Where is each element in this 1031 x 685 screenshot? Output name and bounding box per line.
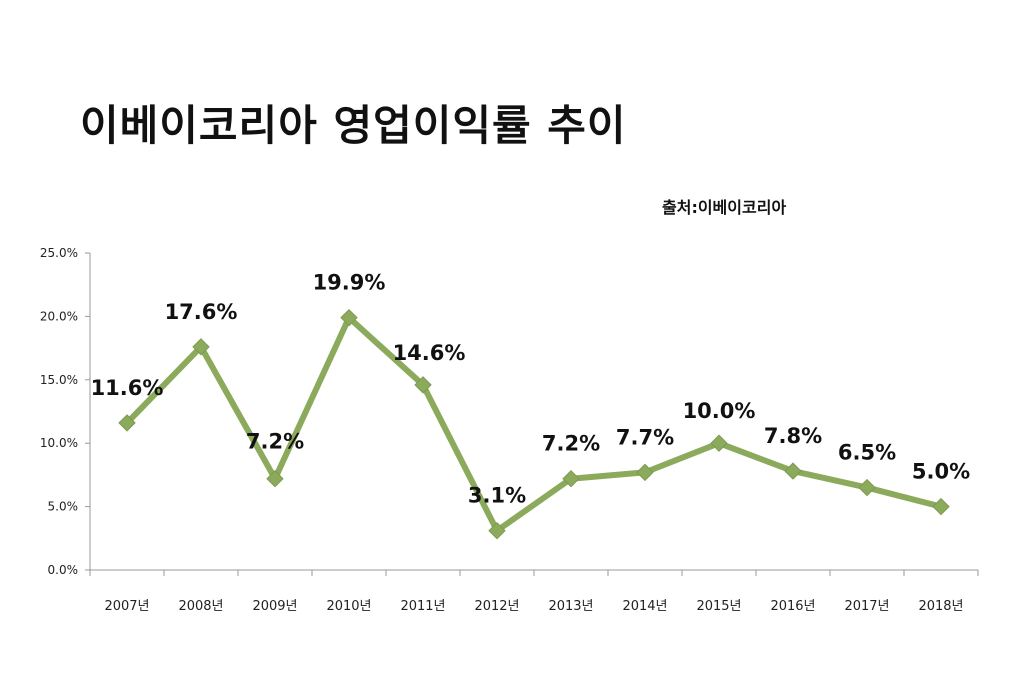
data-label: 7.2% [542,432,600,456]
chart-title: 이베이코리아 영업이익률 추이 [80,101,627,150]
x-tick-label: 2007년 [104,599,149,614]
data-point [118,414,136,432]
data-label: 11.6% [91,376,164,400]
x-tick-label: 2016년 [770,599,815,614]
data-label: 6.5% [838,441,896,465]
x-tick-label: 2011년 [400,599,445,614]
data-label: 5.0% [912,460,970,484]
data-point [932,497,950,516]
data-point [266,469,284,488]
data-label: 14.6% [393,341,466,365]
data-point [858,478,876,497]
source-note: 출처:이베이코리아 [662,198,787,217]
data-point [636,463,654,482]
data-point [562,469,580,488]
data-label: 3.1% [468,484,526,508]
data-point [192,338,210,356]
y-tick-label: 10.0% [40,436,78,450]
data-point [784,462,802,480]
series-line [124,314,944,534]
data-label: 7.7% [616,425,674,449]
data-label: 7.8% [764,424,822,448]
x-tick-label: 2009년 [252,599,297,614]
y-tick-label: 5.0% [48,500,79,514]
x-tick-label: 2013년 [548,599,593,614]
x-tick-label: 2010년 [326,599,371,614]
data-point [710,434,728,452]
x-tick-label: 2018년 [918,599,963,614]
data-point [340,308,358,327]
x-tick-label: 2012년 [474,599,519,614]
data-label: 10.0% [683,399,756,423]
x-tick-label: 2017년 [844,599,889,614]
x-tick-label: 2008년 [178,599,223,614]
y-tick-label: 25.0% [40,246,78,260]
data-point [414,376,432,394]
x-tick-label: 2015년 [696,599,741,614]
y-tick-label: 15.0% [40,373,78,387]
data-label: 19.9% [313,271,386,295]
x-tick-label: 2014년 [622,599,667,614]
data-point [488,521,506,540]
data-label: 7.2% [246,430,304,454]
y-tick-label: 0.0% [48,563,79,577]
y-tick-label: 20.0% [40,309,78,323]
data-label: 17.6% [165,300,238,324]
